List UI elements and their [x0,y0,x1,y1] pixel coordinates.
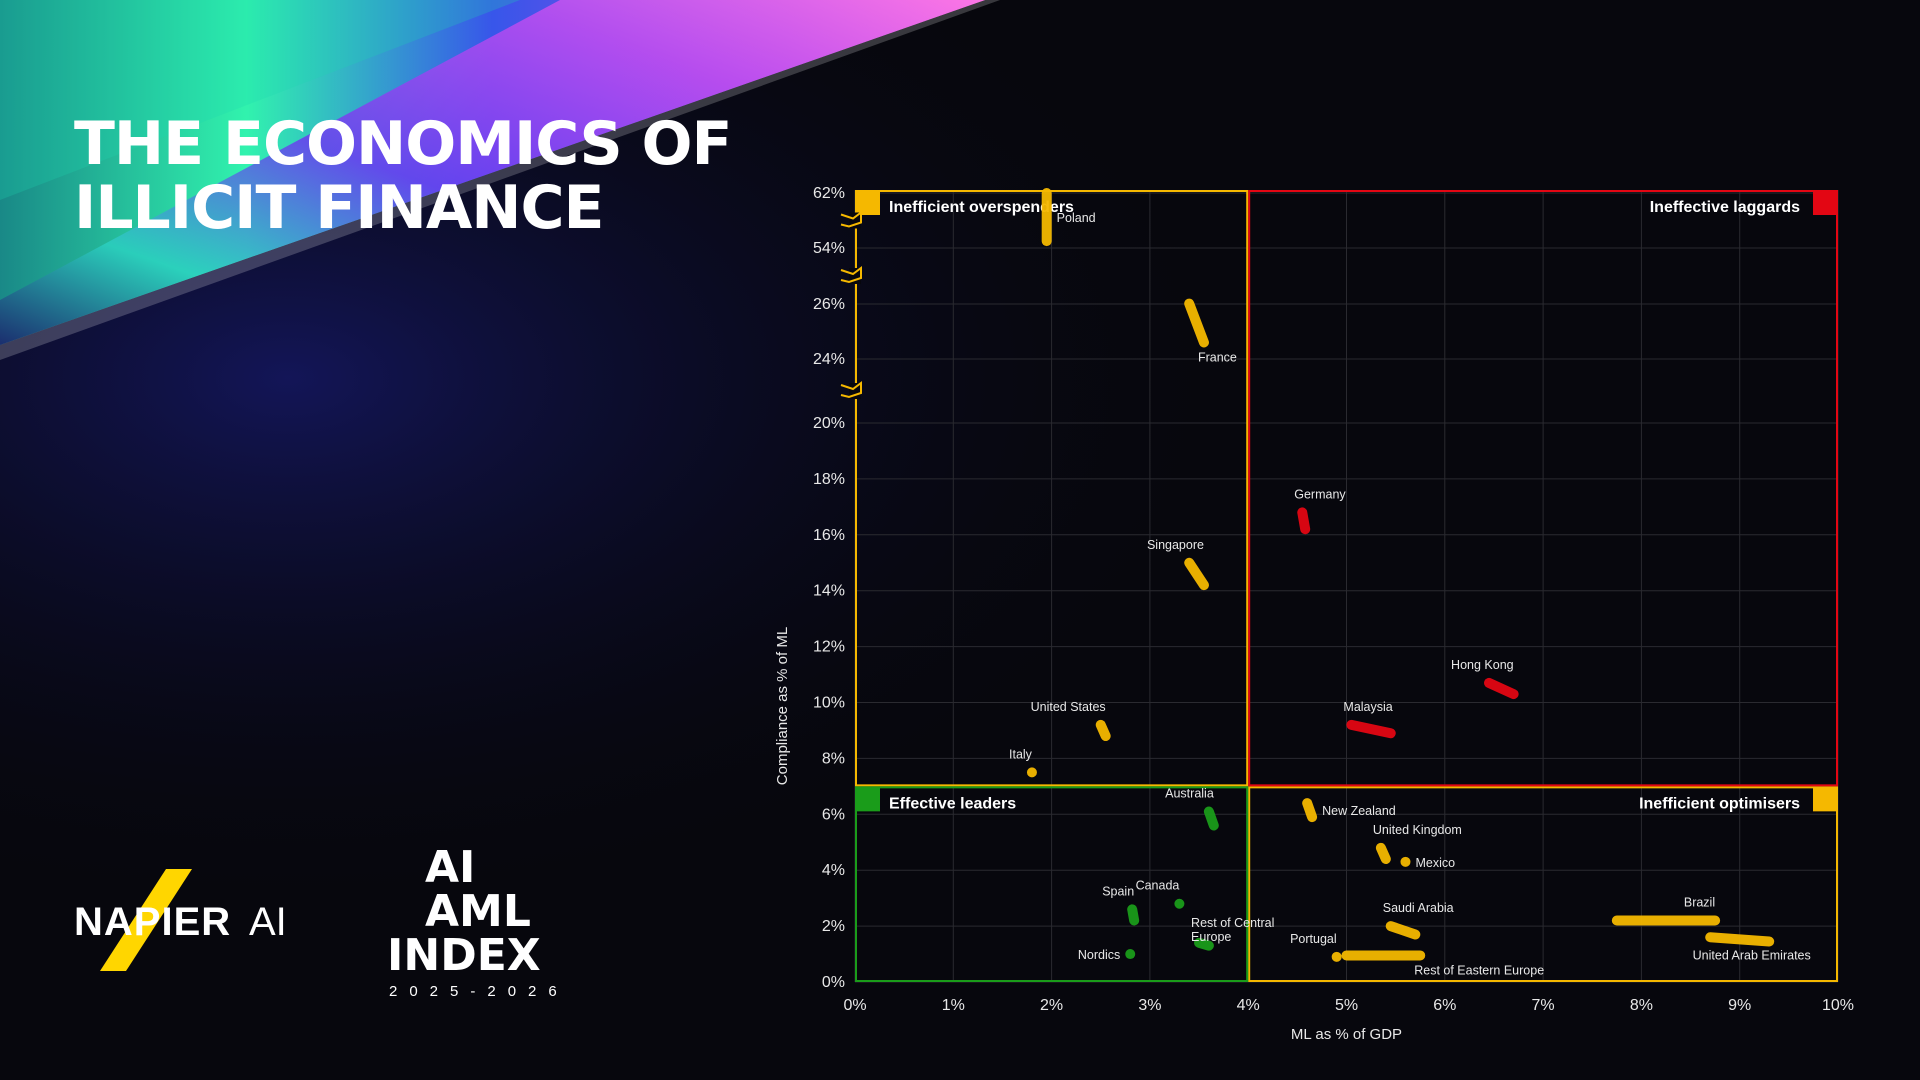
y-tick-label: 20% [813,415,845,432]
data-point-label: Hong Kong [1451,658,1514,672]
aml-index-logo: AI AML INDEX 2025-2026 [387,842,569,1000]
quadrant-label: Ineffective laggards [1650,199,1800,216]
axis-break-zigzag [840,381,862,399]
data-point [1184,298,1209,348]
data-point-label: United Arab Emirates [1693,948,1811,962]
y-tick-label: 10% [813,695,845,712]
data-point-label: Australia [1165,787,1214,801]
quadrant-label: Inefficient optimisers [1639,795,1800,812]
quadrant-border [1248,786,1838,982]
data-point [1095,719,1111,742]
quadrant-color-marker [1813,191,1837,215]
aml-logo-line-1: AI [425,842,475,893]
data-point-label: Singapore [1147,538,1204,552]
aml-logo-line-2: AML [425,886,531,937]
data-point-label: Spain [1102,884,1134,898]
data-point [1297,507,1311,535]
y-tick-label: 54% [813,240,845,257]
data-point-label: Rest of Central [1191,916,1274,930]
x-tick-label: 5% [1335,997,1358,1014]
y-tick-label: 26% [813,296,845,313]
y-tick-label: 12% [813,639,845,656]
data-point-label: United Kingdom [1373,823,1462,837]
data-point-label: Malaysia [1343,700,1392,714]
y-tick-label: 18% [813,471,845,488]
data-point-label: New Zealand [1322,804,1396,818]
page-title: THE ECONOMICS OF ILLICIT FINANCE [74,109,733,243]
x-axis-label: ML as % of GDP [1291,1026,1402,1043]
x-tick-label: 2% [1040,997,1063,1014]
data-point-label: Poland [1057,211,1096,225]
axis-break-zigzag [840,266,862,284]
x-tick-label: 1% [942,997,965,1014]
data-point-label: Canada [1136,879,1180,893]
quadrant-border [855,786,1249,982]
x-tick-label: 0% [843,997,866,1014]
data-point-label: Rest of Eastern Europe [1414,963,1544,977]
x-tick-label: 4% [1237,997,1260,1014]
quadrant-color-marker [1813,787,1837,812]
y-tick-label: 24% [813,351,845,368]
y-tick-label: 62% [813,185,845,202]
y-tick-label: 4% [822,862,845,879]
napier-ai-text: AI [249,900,287,944]
data-point [1705,932,1775,947]
y-tick-label: 14% [813,583,845,600]
data-point [1194,937,1214,951]
x-tick-label: 10% [1822,997,1854,1014]
data-point [1127,904,1140,926]
napier-ai-logo: NAPIER AI [74,869,287,971]
title-line-2: ILLICIT FINANCE [74,173,604,243]
data-point [1184,557,1209,591]
quadrant-label: Effective leaders [889,795,1016,812]
x-tick-label: 6% [1433,997,1456,1014]
x-tick-label: 7% [1532,997,1555,1014]
y-tick-label: 6% [822,806,845,823]
y-tick-label: 16% [813,527,845,544]
data-point-label: Mexico [1415,856,1455,870]
data-point-label: France [1198,351,1237,365]
data-point-label: Saudi Arabia [1383,901,1454,915]
data-point-label: Germany [1294,487,1346,501]
data-point [1346,719,1396,739]
data-point-label: Brazil [1684,896,1715,910]
data-point-label: Europe [1191,930,1231,944]
quadrant-label: Inefficient overspenders [889,199,1074,216]
data-point [1484,677,1519,700]
x-tick-label: 8% [1630,997,1653,1014]
data-point-label: United States [1031,700,1106,714]
data-point [1203,806,1219,831]
data-point-label: Italy [1009,747,1033,761]
aml-logo-years: 2025-2026 [389,983,569,1000]
data-point [1302,798,1318,823]
data-point [1375,842,1391,865]
y-tick-label: 8% [822,750,845,767]
napier-slash-mark [100,869,192,971]
napier-logo-text: NAPIER [74,900,231,944]
y-axis-label: Compliance as % of ML [774,627,791,785]
data-point [1385,921,1421,940]
x-tick-label: 9% [1728,997,1751,1014]
y-tick-label: 0% [822,974,845,991]
axis-break-zigzag [840,210,862,228]
quadrant-color-marker [856,787,880,812]
data-point-label: Nordics [1078,948,1120,962]
x-tick-label: 3% [1138,997,1161,1014]
aml-logo-line-3: INDEX [387,930,541,981]
y-tick-label: 2% [822,918,845,935]
quadrant-border [1248,190,1838,787]
quadrant-border [855,190,1249,787]
title-line-1: THE ECONOMICS OF [74,109,733,179]
data-point-label: Portugal [1290,932,1337,946]
quadrant-color-marker [856,191,880,215]
